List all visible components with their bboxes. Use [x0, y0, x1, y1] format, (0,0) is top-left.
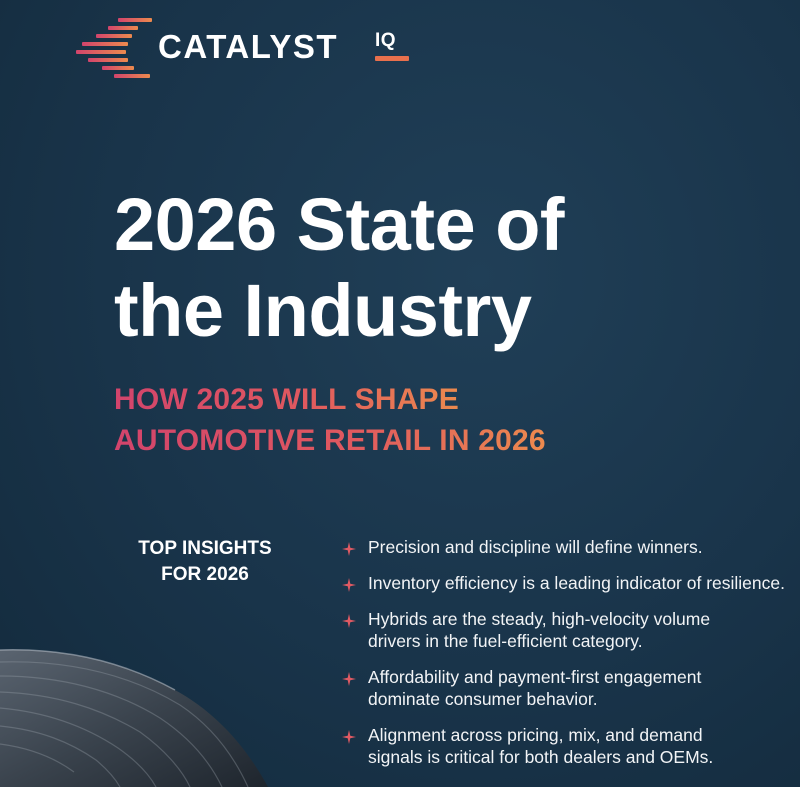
insight-line-1: Precision and discipline will define win…: [368, 537, 703, 557]
sparkle-star-icon: [342, 672, 356, 686]
page-title: 2026 State of the Industry: [114, 182, 774, 354]
insight-line-2: drivers in the fuel-efficient category.: [368, 631, 643, 651]
speed-lines-logo-icon: [76, 18, 152, 78]
subtitle-line-1: HOW 2025 WILL SHAPE: [114, 383, 459, 416]
insights-heading-line-1: TOP INSIGHTS: [138, 538, 272, 559]
sparkle-star-icon: [342, 542, 356, 556]
insights-heading: TOP INSIGHTS FOR 2026: [114, 536, 296, 588]
insights-heading-line-2: FOR 2026: [161, 564, 249, 585]
insight-item: Hybrids are the steady, high-velocity vo…: [340, 608, 790, 652]
title-line-1: 2026 State of: [114, 183, 565, 266]
insight-line-2: signals is critical for both dealers and…: [368, 747, 714, 767]
insight-line-1: Hybrids are the steady, high-velocity vo…: [368, 609, 711, 629]
insights-list: Precision and discipline will define win…: [340, 536, 790, 782]
insight-line-1: Alignment across pricing, mix, and deman…: [368, 725, 703, 745]
insight-line-1: Affordability and payment-first engageme…: [368, 667, 702, 687]
insight-line-1: Inventory efficiency is a leading indica…: [368, 573, 785, 593]
insight-item: Inventory efficiency is a leading indica…: [340, 572, 790, 594]
insight-item: Precision and discipline will define win…: [340, 536, 790, 558]
subtitle-line-2: AUTOMOTIVE RETAIL IN 2026: [114, 424, 546, 457]
insight-item: Alignment across pricing, mix, and deman…: [340, 724, 790, 768]
brand-suffix: IQ: [375, 30, 397, 51]
title-line-2: the Industry: [114, 269, 532, 352]
insight-line-2: dominate consumer behavior.: [368, 689, 598, 709]
sparkle-star-icon: [342, 614, 356, 628]
brand-name: CATALYST: [158, 28, 339, 65]
brand-suffix-underline: [375, 56, 409, 61]
sparkle-star-icon: [342, 730, 356, 744]
insight-item: Affordability and payment-first engageme…: [340, 666, 790, 710]
sparkle-star-icon: [342, 578, 356, 592]
page-subtitle: HOW 2025 WILL SHAPE AUTOMOTIVE RETAIL IN…: [114, 379, 674, 461]
